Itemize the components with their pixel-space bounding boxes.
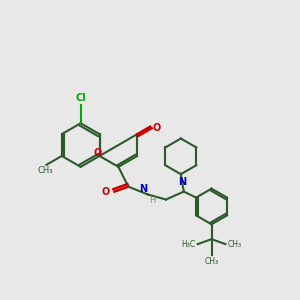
Text: CH₃: CH₃: [38, 166, 53, 175]
Text: H₃C: H₃C: [182, 240, 196, 249]
Text: O: O: [93, 148, 102, 158]
Text: H: H: [149, 196, 155, 205]
Text: O: O: [152, 123, 160, 133]
Text: CH₃: CH₃: [205, 257, 219, 266]
Text: N: N: [139, 184, 147, 194]
Text: O: O: [101, 187, 110, 196]
Text: N: N: [178, 177, 186, 187]
Text: Cl: Cl: [75, 93, 86, 103]
Text: CH₃: CH₃: [227, 240, 242, 249]
